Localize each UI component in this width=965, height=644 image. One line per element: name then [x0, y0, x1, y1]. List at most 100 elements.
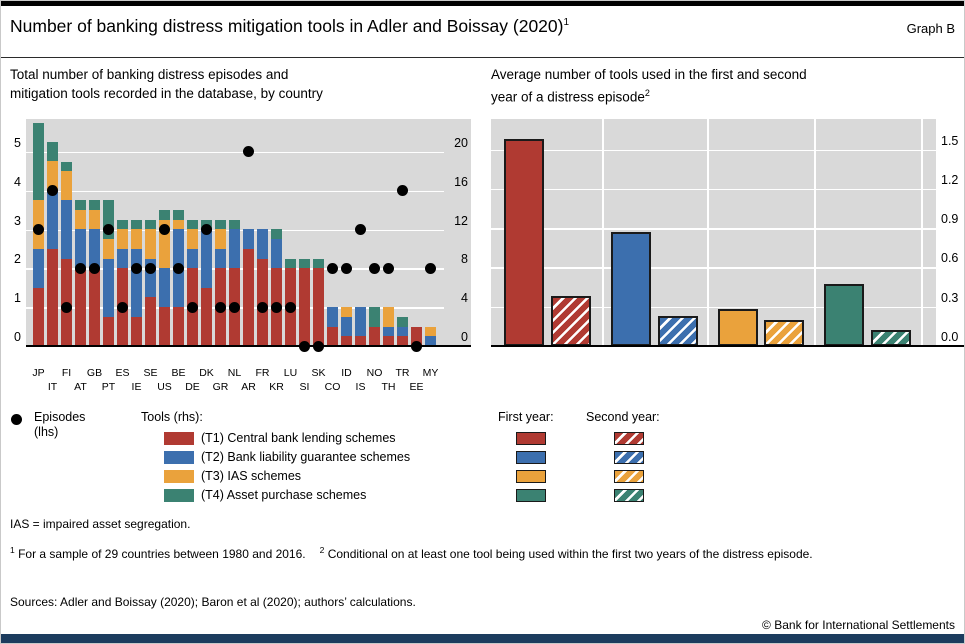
left-rhs-tick-label: 0 [461, 330, 468, 344]
right-tick-label: 0.3 [941, 290, 959, 305]
bar-segment-t4-NL [229, 219, 240, 230]
country-bar-CO [327, 307, 338, 346]
bar-segment-t4-SE [145, 219, 156, 230]
first-year-t3-swatch [516, 470, 546, 483]
bar-segment-t3-US [159, 219, 170, 269]
country-label-ID: ID [341, 367, 352, 379]
country-bar-GR [215, 219, 226, 346]
bar-segment-t4-DE [187, 219, 198, 230]
country-bar-TH [383, 307, 394, 346]
footnote-numbered: 1 For a sample of 29 countries between 1… [10, 540, 960, 565]
country-label-TH: TH [381, 381, 396, 393]
country-label-NL: NL [227, 367, 242, 379]
episode-dot-SE [145, 262, 156, 274]
country-label-BE: BE [171, 367, 186, 379]
country-bar-US [159, 210, 170, 346]
copyright-notice: © Bank for International Settlements [762, 618, 955, 632]
country-label-AT: AT [74, 381, 87, 393]
episode-dot-EE [411, 340, 422, 352]
episode-dot-MY [425, 262, 436, 274]
country-bar-ES [117, 219, 128, 346]
country-bar-IE [131, 219, 142, 346]
right-tick-label: 1.2 [941, 172, 959, 187]
bar-segment-t3-ES [117, 229, 128, 249]
country-label-PT: PT [101, 381, 116, 393]
country-bar-DK [201, 219, 212, 346]
bar-segment-t2-IS [355, 307, 366, 337]
bar-segment-t2-ID [341, 316, 352, 337]
right-group-separator [921, 119, 923, 346]
bar-segment-t4-GR [215, 219, 226, 230]
country-label-CO: CO [324, 381, 341, 393]
country-label-KR: KR [269, 381, 284, 393]
episode-dot-BE [173, 262, 184, 274]
legend-first-year-header: First year: [498, 410, 554, 424]
footnote-1-marker: 1 [10, 545, 15, 555]
right-panel-title: Average number of tools used in the firs… [491, 65, 961, 107]
country-label-SE: SE [143, 367, 158, 379]
country-label-MY: MY [422, 367, 439, 379]
second-year-t3-swatch [614, 470, 644, 483]
right-tick-label: 0.6 [941, 251, 959, 266]
right-panel-title-line1: Average number of tools used in the firs… [491, 67, 807, 82]
legend-episodes: Episodes (lhs) [11, 410, 85, 440]
bar-segment-t2-AT [75, 229, 86, 269]
bar-segment-t2-DK [201, 229, 212, 288]
bar-segment-t3-DE [187, 229, 198, 249]
bar-segment-t4-US [159, 210, 170, 220]
bar-segment-t1-TR [397, 336, 408, 346]
country-bar-IS [355, 307, 366, 346]
legend-item-t3-label: (T3) IAS schemes [201, 469, 302, 483]
country-label-DE: DE [185, 381, 200, 393]
left-rhs-tick-label: 8 [461, 252, 468, 267]
bar-segment-t4-KR [271, 229, 282, 240]
country-bar-FR [257, 229, 268, 346]
first-year-t4-swatch [516, 489, 546, 502]
bar-segment-t1-CO [327, 326, 338, 346]
left-x-axis [26, 345, 471, 347]
left-lhs-tick-label: 3 [14, 213, 21, 228]
country-bar-SK [313, 258, 324, 346]
bar-segment-t2-TH [383, 326, 394, 337]
second-year-bar-t3 [764, 319, 804, 346]
footnote-1: 1 For a sample of 29 countries between 1… [10, 545, 306, 561]
bar-segment-t1-SE [145, 297, 156, 346]
bar-segment-t1-GB [89, 268, 100, 346]
episode-dot-ES [117, 301, 128, 313]
bar-segment-t1-US [159, 307, 170, 346]
bar-segment-t1-DK [201, 287, 212, 346]
right-panel-footnote-marker: 2 [644, 88, 650, 98]
right-group-separator [707, 119, 709, 346]
left-lhs-tick-label: 5 [14, 135, 21, 150]
title-divider [1, 57, 964, 58]
bar-segment-t3-IE [131, 229, 142, 249]
bar-segment-t1-IT [47, 248, 58, 346]
legend-tools-header: Tools (rhs): [141, 410, 203, 424]
episode-dot-TH [383, 262, 394, 274]
country-label-EE: EE [409, 381, 424, 393]
episode-dot-ID [341, 262, 352, 274]
country-bar-SE [145, 219, 156, 346]
left-panel-title-line1: Total number of banking distress episode… [10, 67, 289, 82]
country-bar-AT [75, 200, 86, 346]
country-bar-KR [271, 229, 282, 346]
bar-segment-t4-TR [397, 316, 408, 327]
first-year-bar-t4 [824, 284, 864, 346]
country-bar-IT [47, 142, 58, 346]
right-x-axis [491, 345, 964, 347]
footnote-1-text: For a sample of 29 countries between 198… [18, 547, 306, 561]
bar-segment-t4-IT [47, 142, 58, 162]
bar-segment-t3-PT [103, 239, 114, 259]
right-gridline [491, 267, 936, 269]
right-tick-label: 1.5 [941, 133, 959, 148]
bar-segment-t1-NO [369, 326, 380, 346]
bar-segment-t1-SK [313, 268, 324, 346]
bar-segment-t4-PT [103, 200, 114, 240]
country-label-US: US [157, 381, 172, 393]
country-label-IT: IT [47, 381, 58, 393]
bar-segment-t4-NO [369, 307, 380, 327]
bar-segment-t1-AT [75, 268, 86, 346]
country-label-GB: GB [86, 367, 103, 379]
t3-swatch [164, 470, 194, 483]
